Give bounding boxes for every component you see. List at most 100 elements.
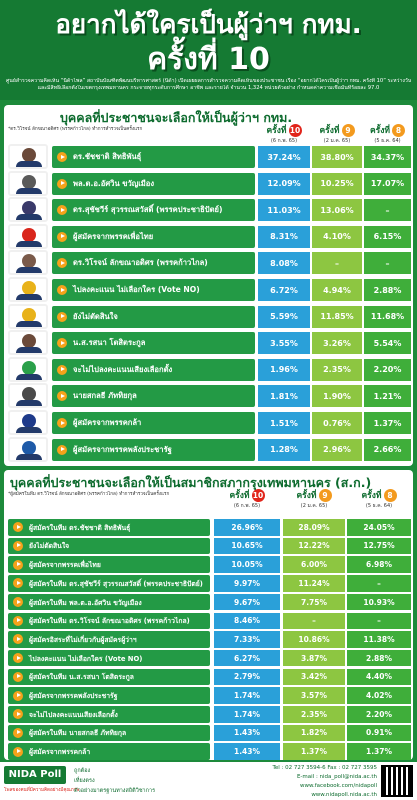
photo [8,330,48,356]
column-header: ครั้งที่ 8 [347,488,411,502]
contact: E-mail : nida_poll@nida.ac.th [296,774,377,780]
photo [8,410,48,435]
row-value: 6.00% [283,556,345,573]
column-number: 10 [288,124,302,137]
bullet [13,615,23,626]
row-value: 2.88% [364,279,411,301]
row-value: 1.81% [258,385,310,408]
avatar-body [16,267,42,274]
row-value: 1.37% [347,743,411,760]
bullet [57,444,67,455]
bullet [13,671,23,682]
row-label: ยังไม่ตัดสินใจ [52,305,255,328]
row-name: น.ส.รสนา โตสิตระกูล [73,338,146,348]
column-label: ครั้งที่ [229,491,250,501]
row-value: 11.24% [283,575,345,592]
footer-value: เที่ยงตรง [74,778,95,784]
photo [8,144,48,169]
row-value: – [347,612,411,629]
bullet [13,727,23,738]
avatar [22,174,36,189]
row-name: ผู้สมัครในทีม ดร.ชัชชาติ สิทธิพันธุ์ [29,523,131,532]
column-date: (5 ธ.ค. 64) [365,503,393,509]
row-name: ดร.ชัชชาติ สิทธิพันธุ์ [73,152,142,161]
row-value: 2.20% [347,706,411,723]
avatar-body [16,400,42,407]
row-name: ผู้สมัครจากพรรคเพื่อไทย [73,231,154,241]
row-label: ผู้สมัครในทีม น.ส.รสนา โตสิตระกูล [8,668,210,686]
row-name: พล.ต.อ.อัศวิน ขวัญเมือง [73,178,155,188]
row-name: ดร.วิโรจน์ ลักขณาอดิศร (พรรคก้าวไกล) [73,258,208,268]
row-label: จะไม่ไปลงคะแนนเสียงเลือกตั้ง [8,706,210,723]
row-value: 10.25% [312,172,362,195]
row-value: 4.10% [312,225,362,248]
row-label: ผู้สมัครในทีม พล.ต.อ.อัศวิน ขวัญเมือง [8,593,210,611]
row-name: ผู้สมัครจากพรรคกล้า [73,418,142,427]
row-value: – [364,199,411,222]
row-value: 1.21% [364,385,411,408]
column-number: 9 [318,489,332,502]
row-value: 8.46% [214,612,280,629]
row-value: 6.98% [347,556,411,573]
subtitle: ครั้งที่ 10 [147,42,270,77]
row-label: ผู้สมัครในทีม ดร.ชัชชาติ สิทธิพันธุ์ [8,519,210,536]
avatar [22,440,36,455]
photo [8,170,48,196]
avatar-body [16,187,42,194]
row-value: 1.43% [214,743,280,760]
avatar [22,201,36,216]
bullet [57,338,67,349]
photo [8,356,48,382]
avatar [22,360,36,375]
row-label: ผู้สมัครในทีม ดร.สุชัชวีร์ สุวรรณสวัสดิ์… [8,575,210,592]
column-date: (2 ม.ค. 65) [300,503,328,509]
avatar [22,254,36,269]
bullet [57,258,67,269]
row-value: 11.85% [312,305,362,328]
row-value: 37.24% [258,146,310,168]
row-value: 1.37% [364,412,411,434]
row-value: 12.75% [347,537,411,555]
row-value: 7.33% [214,631,280,648]
row-value: 3.55% [258,332,310,355]
row-value: 5.59% [258,305,310,328]
row-label: ผู้สมัครจากพรรคกล้า [52,412,255,434]
row-value: 1.43% [214,724,280,742]
photo [8,303,48,329]
row-label: ผู้สมัครอิสระที่ไม่เกี่ยวกับผู้สมัครผู้ว… [8,631,210,648]
row-label: ผู้สมัครจากพรรคกล้า [8,743,210,760]
column-label: ครั้งที่ [296,491,317,501]
bullet [13,709,23,720]
row-label: ผู้สมัครในทีม ดร.วิโรจน์ ลักขณาอดิศร (พร… [8,612,210,629]
row-value: 7.75% [283,593,345,611]
row-value: 10.93% [347,593,411,611]
row-value: 11.03% [258,199,310,222]
column-header: ครั้งที่ 10 [214,488,280,502]
row-name: ผู้สมัครในทีม น.ส.รสนา โตสิตระกูล [29,673,134,682]
row-value: 28.09% [283,519,345,536]
avatar [22,148,36,162]
row-value: 13.06% [312,199,362,222]
row-value: – [283,612,345,629]
row-name: ผู้สมัครจากพรรคกล้า [29,748,91,757]
column-date: (6 ก.พ. 65) [233,503,261,509]
row-value: 6.72% [258,279,310,301]
avatar-body [16,320,42,327]
footer-value: ตัวอย่างมาตรฐานทางสถิติวิชาการ [74,788,156,794]
row-label: ผู้สมัครจากพรรคเพื่อไทย [8,556,210,573]
row-name: ดร.สุชัชวีร์ สุวรรณสวัสดิ์ (พรรคประชาธิป… [73,205,223,215]
column-number: 9 [341,124,355,137]
row-label: พล.ต.อ.อัศวิน ขวัญเมือง [52,172,255,195]
bullet [57,285,67,295]
avatar-body [16,373,42,380]
avatar-body [16,453,42,460]
avatar [22,281,36,295]
column-number: 10 [251,489,265,502]
column-label: ครั้งที่ [319,126,340,136]
column-header: ครั้งที่ 10 [258,123,310,137]
photo [8,223,48,249]
column-label: ครั้งที่ [369,126,390,136]
section-title: บุคคลที่ประชาชนจะเลือกให้เป็นสมาชิกสภากร… [10,475,372,490]
row-value: 34.37% [364,146,411,168]
